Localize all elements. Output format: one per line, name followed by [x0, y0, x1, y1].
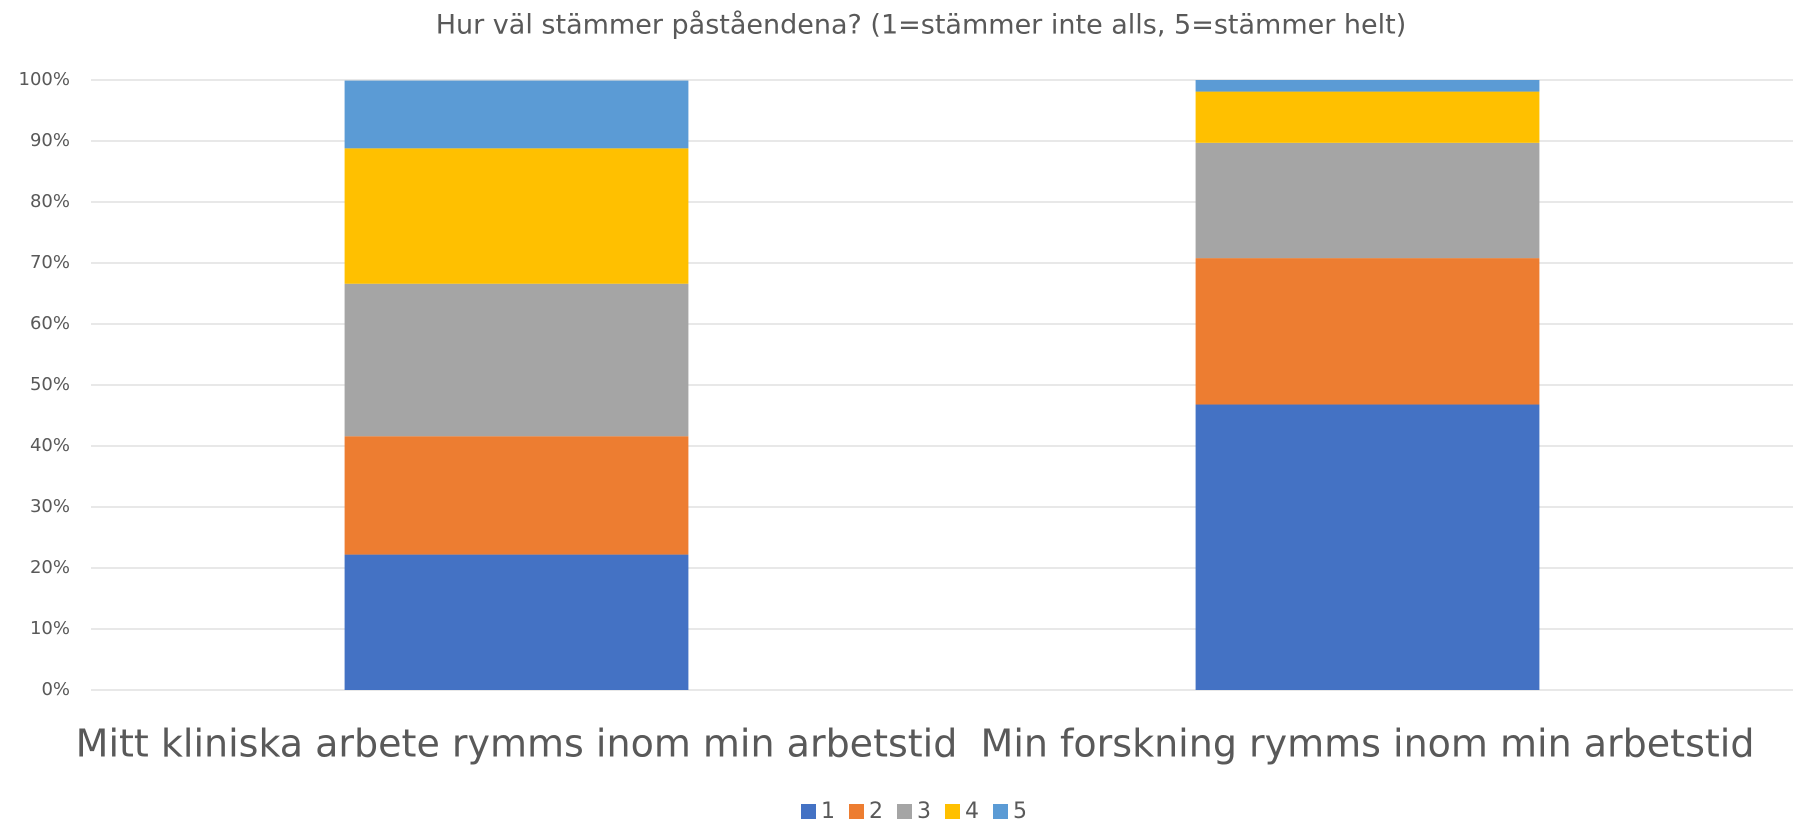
y-tick-label: 30%: [30, 496, 70, 517]
bar-segment: [344, 148, 689, 284]
legend-label: 2: [869, 799, 883, 824]
bar-segment: [1195, 258, 1540, 405]
y-tick-label: 80%: [30, 191, 70, 212]
x-tick-label: Mitt kliniska arbete rymms inom min arbe…: [76, 722, 958, 766]
y-tick-label: 40%: [30, 435, 70, 456]
chart-title: Hur väl stämmer påståendena? (1=stämmer …: [436, 10, 1407, 41]
y-tick-label: 100%: [19, 69, 70, 90]
legend-swatch: [897, 804, 912, 819]
x-tick-label: Min forskning rymms inom min arbetstid: [981, 722, 1755, 766]
legend-swatch: [801, 804, 816, 819]
bar-segment: [1195, 80, 1540, 92]
y-tick-label: 90%: [30, 130, 70, 151]
legend-label: 4: [965, 799, 979, 824]
y-tick-label: 20%: [30, 557, 70, 578]
bar-segment: [1195, 404, 1540, 690]
bar-segment: [344, 554, 689, 690]
legend-label: 1: [821, 799, 835, 824]
legend-label: 5: [1013, 799, 1027, 824]
bar-segment: [344, 80, 689, 149]
bar-segment: [344, 283, 689, 437]
y-tick-label: 10%: [30, 618, 70, 639]
bar-segment: [1195, 142, 1540, 259]
legend-swatch: [993, 804, 1008, 819]
legend-swatch: [849, 804, 864, 819]
y-tick-label: 50%: [30, 374, 70, 395]
y-tick-label: 60%: [30, 313, 70, 334]
bar-segment: [1195, 91, 1540, 143]
legend-swatch: [945, 804, 960, 819]
y-tick-label: 70%: [30, 252, 70, 273]
legend-label: 3: [917, 799, 931, 824]
bar-segment: [344, 436, 689, 555]
y-tick-label: 0%: [41, 679, 70, 700]
